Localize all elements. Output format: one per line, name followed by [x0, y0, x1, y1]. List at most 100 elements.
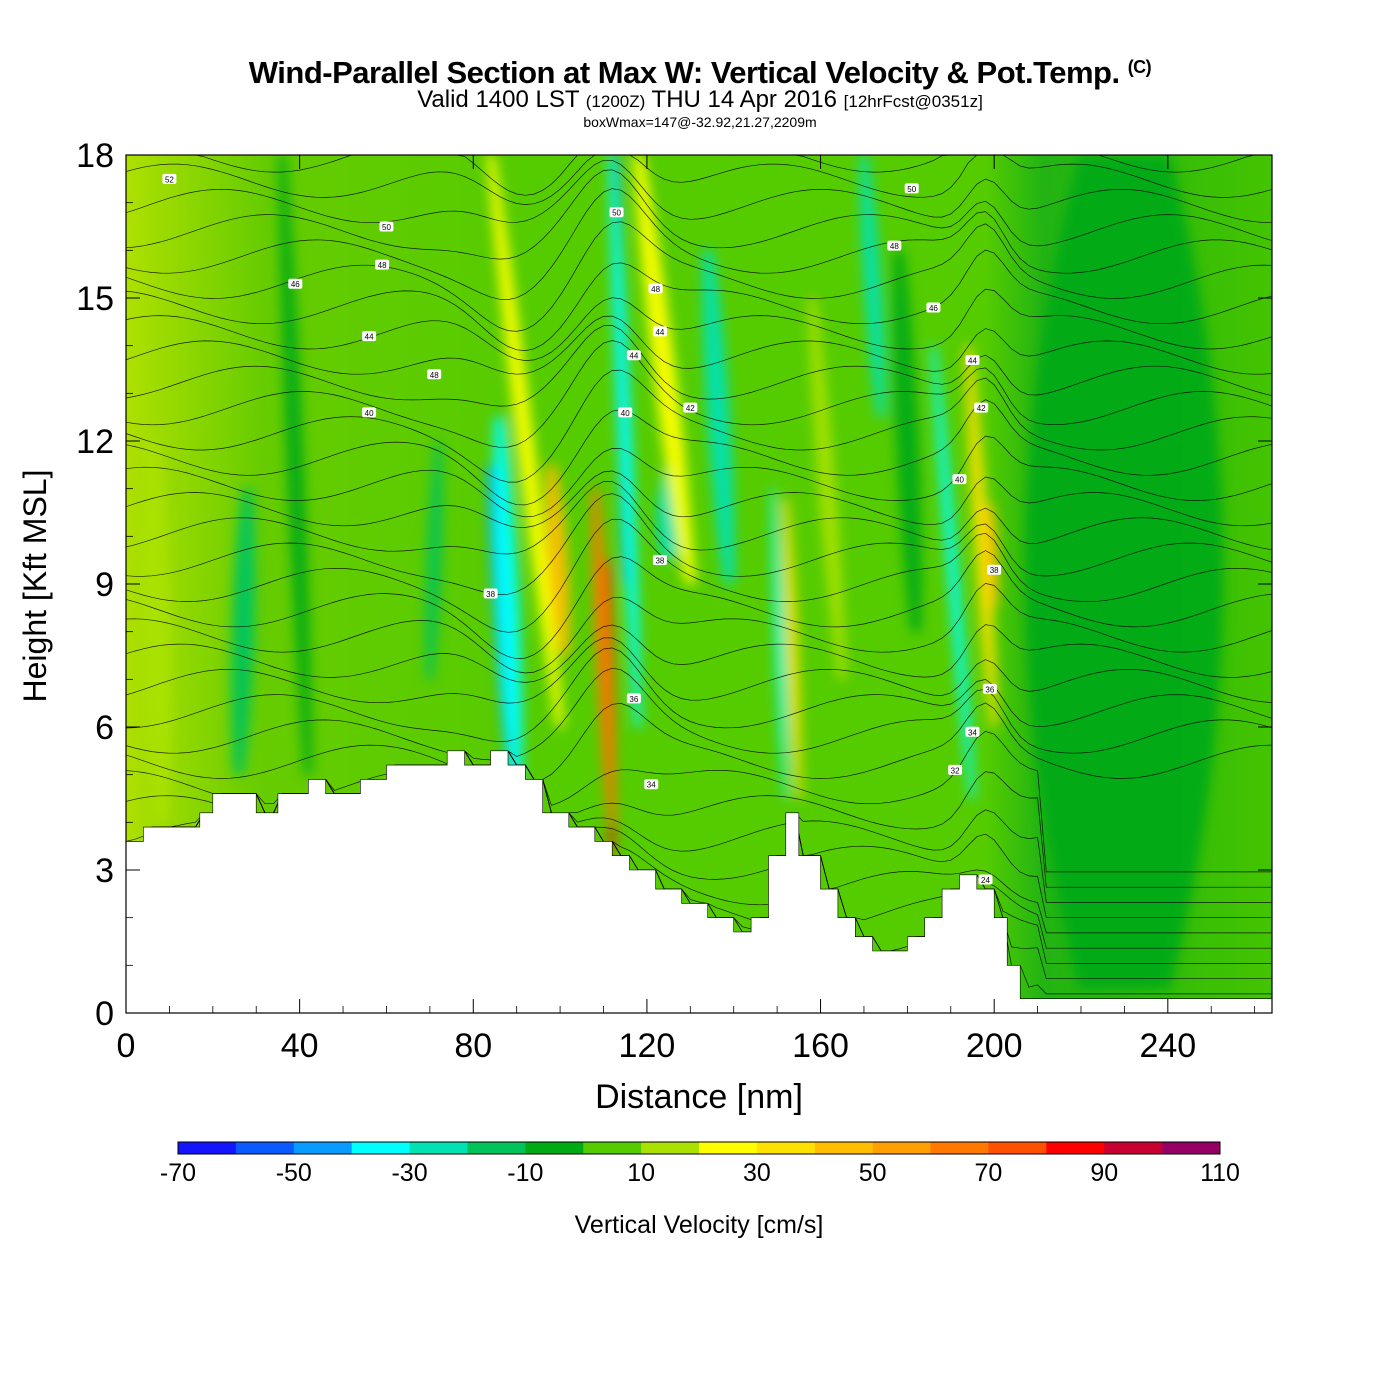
contour-label-box: [965, 726, 980, 737]
contour-label-text: 48: [651, 285, 660, 294]
contour-label-box: [652, 326, 667, 337]
colorbar-swatch: [1046, 1142, 1105, 1154]
contour-label-text: 36: [985, 685, 994, 694]
pot-temp-contour: [126, 159, 1272, 224]
contour-label-text: 44: [968, 356, 977, 365]
band-orange-up: [546, 464, 570, 656]
contour-label-text: 50: [907, 185, 916, 194]
contour-label-text: 44: [365, 333, 374, 342]
contour-label: 48: [375, 259, 390, 270]
contour-label-text: 40: [365, 409, 374, 418]
contour-label-text: 34: [968, 728, 977, 737]
colorbar-tick-label: -30: [391, 1159, 427, 1187]
pot-temp-contour: [126, 470, 1272, 528]
pot-temp-contour: [126, 481, 1272, 555]
contour-label: 38: [652, 555, 667, 566]
colorbar-swatch: [756, 1142, 816, 1154]
pot-temp-contour: [126, 399, 1272, 506]
contour-label-text: 38: [655, 557, 664, 566]
contour-label-box: [609, 207, 624, 218]
y-tick-label: 9: [95, 566, 114, 604]
contour-label: 38: [987, 564, 1002, 575]
contour-label-box: [626, 350, 641, 361]
contour-label: 40: [362, 407, 377, 418]
pot-temp-contour: [126, 340, 1272, 448]
x-axis: 0 40 80 120 160 200 240: [117, 155, 1256, 1065]
contour-label: 36: [626, 693, 641, 704]
contour-label-box: [375, 259, 390, 270]
pot-temp-contour: [126, 315, 1272, 375]
contour-label-box: [965, 354, 980, 365]
band-cyan-right: [930, 345, 976, 799]
contour-label: 48: [648, 283, 663, 294]
pot-temp-contour: [126, 518, 1272, 633]
contour-label-box: [644, 779, 659, 790]
pot-temp-contour: [126, 221, 1272, 332]
contour-label: 34: [965, 726, 980, 737]
pot-temp-contour: [126, 155, 1272, 205]
contour-label: 40: [952, 474, 967, 485]
colorbar-swatch: [467, 1142, 526, 1154]
pot-temp-contour: [126, 493, 1272, 595]
colorbar-swatch: [178, 1142, 237, 1154]
contour-label: 52: [162, 173, 177, 184]
box-wmax-info: boxWmax=147@-32.92,21.27,2209m: [583, 114, 817, 130]
pot-temp-contour: [126, 702, 1272, 780]
contour-label-text: 48: [890, 242, 899, 251]
contour-label: 50: [904, 183, 919, 194]
colorbar-swatch: [1162, 1142, 1221, 1154]
contour-label-box: [618, 407, 633, 418]
contour-label: 50: [609, 207, 624, 218]
y-tick-label: 3: [95, 852, 114, 890]
contour-label: 38: [483, 588, 498, 599]
contour-label-text: 38: [486, 590, 495, 599]
contour-label-text: 42: [686, 404, 695, 413]
x-axis-label: Distance [nm]: [595, 1078, 803, 1116]
pot-temp-contour: [126, 249, 1272, 351]
colorbar-swatch: [351, 1142, 411, 1154]
contour-label-text: 38: [990, 566, 999, 575]
contour-label-text: 36: [629, 695, 638, 704]
pot-temp-contour: [126, 667, 1272, 761]
field-bands: [141, 155, 1224, 990]
band-dark-a: [278, 155, 313, 775]
contour-label-box: [978, 874, 993, 885]
band-yellow-top: [633, 155, 696, 584]
band-orange-core: [591, 488, 616, 823]
band-yellow-up: [486, 155, 564, 727]
colorbar-tick-label: 110: [1200, 1159, 1240, 1187]
y-tick-label: 18: [76, 137, 114, 175]
colorbar-swatch: [699, 1142, 758, 1154]
contour-label-box: [887, 240, 902, 251]
colorbar-swatch: [409, 1142, 468, 1154]
y-tick-label: 12: [76, 423, 114, 461]
chart-title: Wind-Parallel Section at Max W: Vertical…: [0, 50, 1400, 90]
colorbar-label: Vertical Velocity [cm/s]: [575, 1211, 824, 1239]
contour-label: 34: [644, 779, 659, 790]
colorbar-swatch: [293, 1142, 353, 1154]
contour-label: 44: [626, 350, 641, 361]
contour-label-box: [626, 693, 641, 704]
chart-subtitle: Valid 1400 LST (1200Z) THU 14 Apr 2016 […: [0, 88, 1400, 114]
contour-label-box: [974, 402, 989, 413]
chart-title-text: Wind-Parallel Section at Max W: Vertical…: [248, 55, 1120, 90]
pot-temp-contour: [126, 155, 1272, 196]
colorbar-swatch: [1104, 1142, 1163, 1154]
colorbar-tick-label: -10: [507, 1159, 543, 1187]
contour-label-text: 46: [929, 304, 938, 313]
colorbar-swatch: [235, 1142, 295, 1154]
contour-label-text: 24: [981, 876, 990, 885]
band-yellow-right: [964, 345, 998, 727]
contour-label: 40: [618, 407, 633, 418]
pot-temp-contour: [126, 288, 1272, 361]
y-tick-label: 15: [76, 280, 114, 318]
pot-temp-contour: [126, 169, 1272, 260]
contour-label: 42: [974, 402, 989, 413]
terrain: [126, 750, 1272, 1013]
contour-label-text: 52: [165, 175, 174, 184]
copyright-mark: (C): [1127, 57, 1152, 77]
valid-time: Valid 1400 LST: [417, 86, 580, 113]
contour-label-box: [288, 278, 303, 289]
x-tick-label: 80: [454, 1027, 492, 1065]
